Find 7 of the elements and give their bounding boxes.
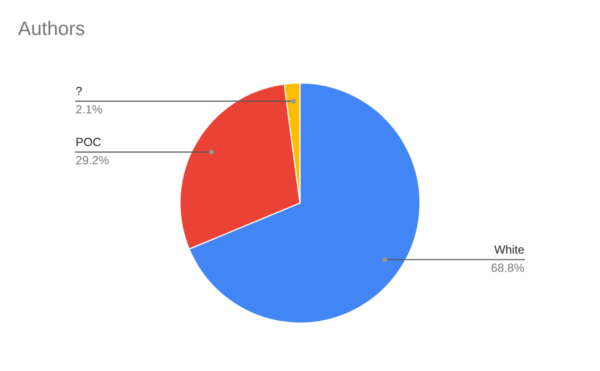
data-label: 29.2% <box>76 156 109 164</box>
slice-label: POC <box>76 138 101 146</box>
chart-title: Authors <box>18 20 84 36</box>
slice-label: ? <box>76 86 82 96</box>
data-label: 68.8% <box>492 264 524 272</box>
slice-label: White <box>494 245 524 254</box>
data-label: 2.1% <box>76 105 102 114</box>
